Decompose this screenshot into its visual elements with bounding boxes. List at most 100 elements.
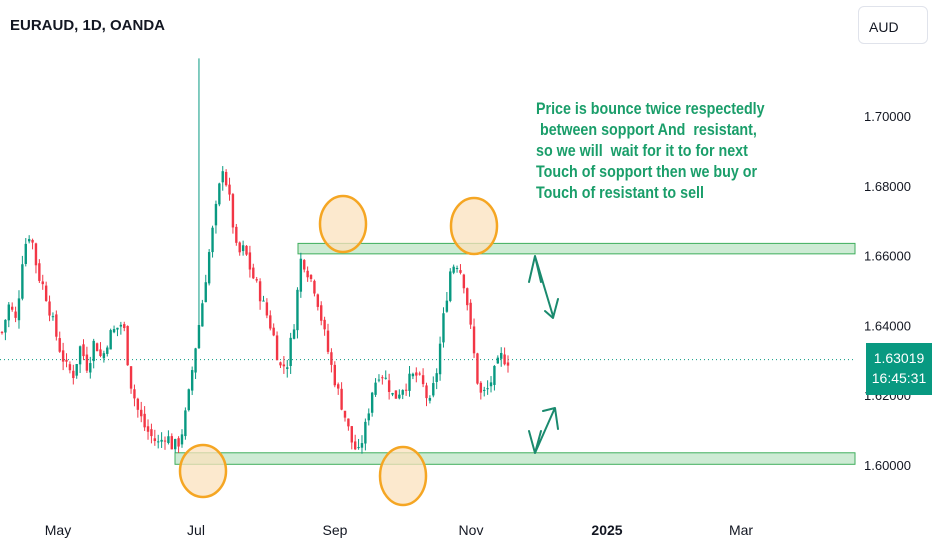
candle	[472, 318, 476, 358]
candle	[231, 192, 235, 234]
symbol-title: EURAUD, 1D, OANDA	[10, 17, 166, 34]
candle	[129, 366, 133, 394]
y-tick-label: 1.60000	[864, 458, 911, 473]
candle	[160, 432, 163, 448]
candle	[51, 312, 55, 321]
y-tick-label: 1.68000	[864, 179, 911, 194]
candle	[0, 331, 4, 335]
candle	[262, 295, 265, 302]
candle	[173, 438, 177, 453]
candle	[92, 338, 95, 369]
x-tick-label: 2025	[591, 522, 622, 538]
candle	[44, 281, 48, 302]
candle	[500, 347, 503, 367]
candle	[360, 435, 364, 454]
candle	[150, 423, 153, 444]
candle	[483, 386, 486, 397]
candle	[65, 353, 68, 368]
resistance-zone	[297, 242, 856, 255]
candle	[415, 367, 418, 383]
candle	[41, 274, 44, 290]
candle	[85, 346, 89, 373]
candle	[248, 245, 252, 278]
candle	[180, 429, 184, 448]
candle	[330, 348, 333, 373]
candle	[170, 433, 173, 450]
candle	[272, 323, 275, 337]
candle	[4, 319, 7, 341]
currency-button[interactable]: AUD	[858, 6, 928, 44]
candle	[153, 429, 157, 446]
candle	[469, 299, 472, 329]
candle	[201, 299, 204, 327]
candle	[421, 368, 425, 388]
candle	[337, 382, 340, 395]
candle	[241, 240, 245, 256]
candle	[258, 278, 262, 310]
candle	[95, 342, 99, 352]
candle	[506, 355, 510, 373]
candle	[7, 302, 10, 328]
candle	[177, 436, 180, 453]
candle	[89, 356, 92, 379]
resistance-touch-circle-2	[449, 196, 499, 256]
candle	[445, 291, 449, 313]
candle	[411, 372, 415, 380]
candle	[438, 336, 442, 381]
current-price-value: 1.63019	[873, 350, 925, 366]
candle	[442, 307, 445, 348]
candle	[238, 241, 241, 256]
current-price-tag: 1.63019 16:45:31	[866, 343, 932, 395]
candle	[391, 392, 394, 397]
candle	[432, 376, 435, 398]
candle	[374, 378, 377, 397]
candle	[425, 382, 428, 407]
candle	[364, 418, 367, 451]
candle	[204, 274, 207, 303]
candle	[309, 274, 313, 283]
candle	[466, 287, 469, 311]
candle	[350, 425, 353, 450]
candle	[289, 332, 292, 374]
candle	[303, 258, 306, 273]
bounce-up-arrow	[528, 407, 559, 454]
candle	[10, 302, 14, 312]
x-tick-label: Sep	[323, 522, 348, 538]
candle	[347, 418, 350, 431]
y-tick-label: 1.70000	[864, 109, 911, 124]
candle	[486, 380, 489, 395]
candle	[24, 238, 27, 267]
candle	[146, 419, 150, 440]
candle	[408, 365, 411, 397]
x-tick-label: Mar	[729, 522, 753, 538]
candle	[252, 263, 255, 280]
candle	[207, 249, 211, 286]
candle	[292, 324, 296, 340]
candle	[119, 321, 123, 335]
candle	[68, 361, 72, 374]
candle	[452, 264, 455, 275]
candle	[27, 235, 31, 244]
candle	[78, 345, 82, 373]
candle	[299, 252, 303, 298]
y-tick-label: 1.64000	[864, 318, 911, 333]
candle	[489, 376, 493, 393]
annotation-note: Price is bounce twice respectedly betwee…	[536, 99, 765, 202]
candle	[214, 200, 218, 234]
candle	[157, 434, 160, 449]
candle	[187, 388, 190, 412]
candle	[333, 361, 337, 388]
candle	[133, 384, 136, 407]
candle	[404, 383, 408, 396]
candle	[455, 265, 459, 273]
candle	[343, 410, 347, 422]
candle	[126, 325, 129, 366]
candle	[381, 375, 384, 385]
candle	[459, 264, 462, 275]
candle	[72, 364, 75, 385]
candle	[353, 434, 357, 451]
candle	[218, 182, 221, 207]
candle	[377, 374, 381, 383]
candle	[34, 242, 38, 274]
